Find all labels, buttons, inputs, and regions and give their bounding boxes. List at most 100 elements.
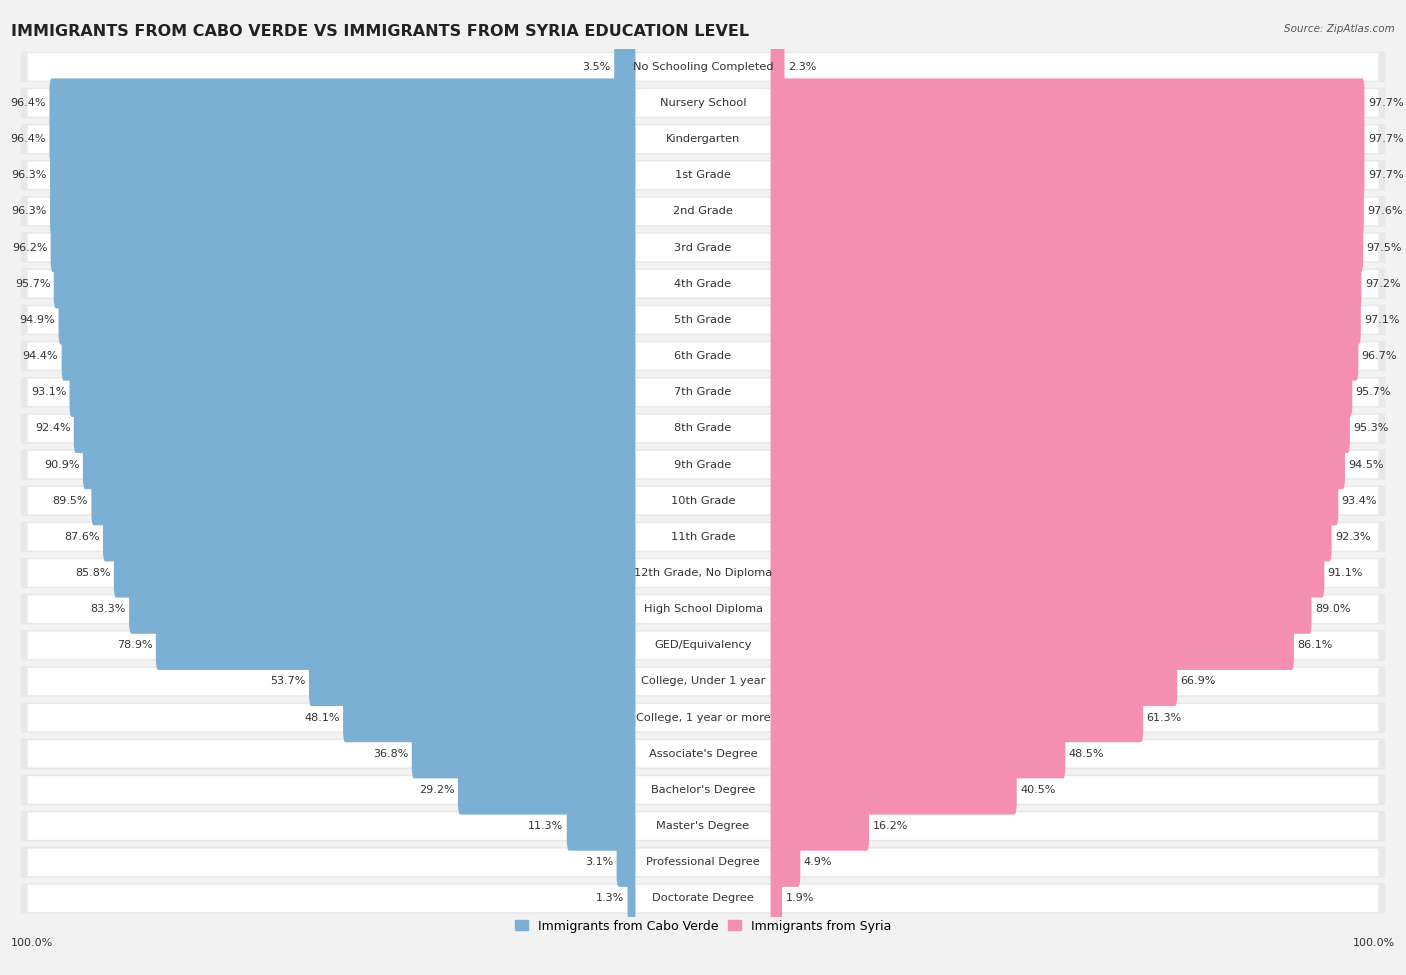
FancyBboxPatch shape bbox=[28, 306, 1378, 333]
FancyBboxPatch shape bbox=[28, 668, 1378, 695]
FancyBboxPatch shape bbox=[21, 413, 1385, 444]
Text: 9th Grade: 9th Grade bbox=[675, 459, 731, 470]
Text: 5th Grade: 5th Grade bbox=[675, 315, 731, 325]
Text: 97.7%: 97.7% bbox=[1368, 135, 1403, 144]
FancyBboxPatch shape bbox=[770, 368, 1353, 417]
FancyBboxPatch shape bbox=[103, 512, 636, 562]
FancyBboxPatch shape bbox=[53, 259, 636, 308]
FancyBboxPatch shape bbox=[770, 42, 785, 92]
FancyBboxPatch shape bbox=[21, 52, 1385, 82]
Text: 36.8%: 36.8% bbox=[373, 749, 408, 759]
FancyBboxPatch shape bbox=[770, 765, 1017, 814]
FancyBboxPatch shape bbox=[21, 666, 1385, 697]
FancyBboxPatch shape bbox=[21, 630, 1385, 660]
FancyBboxPatch shape bbox=[49, 78, 636, 128]
FancyBboxPatch shape bbox=[28, 450, 1378, 479]
FancyBboxPatch shape bbox=[28, 524, 1378, 551]
Text: 94.9%: 94.9% bbox=[20, 315, 55, 325]
Text: 93.1%: 93.1% bbox=[31, 387, 66, 397]
FancyBboxPatch shape bbox=[770, 332, 1358, 380]
Text: 95.7%: 95.7% bbox=[1355, 387, 1391, 397]
FancyBboxPatch shape bbox=[28, 812, 1378, 839]
FancyBboxPatch shape bbox=[28, 560, 1378, 587]
Text: 85.8%: 85.8% bbox=[75, 568, 111, 578]
Text: 96.3%: 96.3% bbox=[11, 171, 46, 180]
Text: 3.5%: 3.5% bbox=[582, 61, 610, 72]
FancyBboxPatch shape bbox=[28, 414, 1378, 442]
Text: 86.1%: 86.1% bbox=[1298, 641, 1333, 650]
FancyBboxPatch shape bbox=[21, 377, 1385, 408]
Text: 87.6%: 87.6% bbox=[65, 531, 100, 542]
FancyBboxPatch shape bbox=[62, 332, 636, 380]
FancyBboxPatch shape bbox=[28, 234, 1378, 261]
FancyBboxPatch shape bbox=[69, 368, 636, 417]
Text: 53.7%: 53.7% bbox=[270, 677, 305, 686]
Text: 8th Grade: 8th Grade bbox=[675, 423, 731, 434]
Text: 89.5%: 89.5% bbox=[52, 495, 89, 506]
Text: Doctorate Degree: Doctorate Degree bbox=[652, 893, 754, 904]
FancyBboxPatch shape bbox=[114, 548, 636, 598]
Text: 40.5%: 40.5% bbox=[1021, 785, 1056, 795]
Text: 94.4%: 94.4% bbox=[22, 351, 58, 361]
FancyBboxPatch shape bbox=[412, 729, 636, 778]
Text: 100.0%: 100.0% bbox=[11, 938, 53, 948]
FancyBboxPatch shape bbox=[156, 621, 636, 670]
FancyBboxPatch shape bbox=[129, 585, 636, 634]
Text: 93.4%: 93.4% bbox=[1341, 495, 1378, 506]
FancyBboxPatch shape bbox=[770, 693, 1143, 742]
FancyBboxPatch shape bbox=[458, 765, 636, 814]
FancyBboxPatch shape bbox=[28, 740, 1378, 767]
FancyBboxPatch shape bbox=[51, 187, 636, 236]
Text: 94.5%: 94.5% bbox=[1348, 459, 1384, 470]
FancyBboxPatch shape bbox=[21, 305, 1385, 335]
Text: High School Diploma: High School Diploma bbox=[644, 604, 762, 614]
FancyBboxPatch shape bbox=[83, 440, 636, 489]
Text: Nursery School: Nursery School bbox=[659, 98, 747, 108]
FancyBboxPatch shape bbox=[28, 126, 1378, 153]
FancyBboxPatch shape bbox=[28, 378, 1378, 406]
Text: 97.6%: 97.6% bbox=[1367, 207, 1403, 216]
FancyBboxPatch shape bbox=[770, 151, 1364, 200]
FancyBboxPatch shape bbox=[21, 268, 1385, 299]
FancyBboxPatch shape bbox=[21, 775, 1385, 805]
Text: 48.5%: 48.5% bbox=[1069, 749, 1104, 759]
Text: 95.7%: 95.7% bbox=[15, 279, 51, 289]
FancyBboxPatch shape bbox=[21, 486, 1385, 516]
FancyBboxPatch shape bbox=[21, 702, 1385, 733]
Text: 97.5%: 97.5% bbox=[1367, 243, 1402, 253]
Text: Master's Degree: Master's Degree bbox=[657, 821, 749, 831]
FancyBboxPatch shape bbox=[21, 883, 1385, 914]
FancyBboxPatch shape bbox=[343, 693, 636, 742]
FancyBboxPatch shape bbox=[28, 90, 1378, 117]
Text: No Schooling Completed: No Schooling Completed bbox=[633, 61, 773, 72]
FancyBboxPatch shape bbox=[770, 621, 1294, 670]
Text: 3.1%: 3.1% bbox=[585, 857, 613, 868]
FancyBboxPatch shape bbox=[21, 88, 1385, 118]
FancyBboxPatch shape bbox=[21, 449, 1385, 480]
Text: 97.1%: 97.1% bbox=[1364, 315, 1400, 325]
Text: 97.7%: 97.7% bbox=[1368, 98, 1403, 108]
FancyBboxPatch shape bbox=[28, 270, 1378, 297]
FancyBboxPatch shape bbox=[21, 124, 1385, 154]
FancyBboxPatch shape bbox=[21, 160, 1385, 190]
FancyBboxPatch shape bbox=[770, 838, 800, 887]
Text: 92.3%: 92.3% bbox=[1336, 531, 1371, 542]
Text: 97.2%: 97.2% bbox=[1365, 279, 1400, 289]
Text: Bachelor's Degree: Bachelor's Degree bbox=[651, 785, 755, 795]
Text: Associate's Degree: Associate's Degree bbox=[648, 749, 758, 759]
Text: 6th Grade: 6th Grade bbox=[675, 351, 731, 361]
Text: College, 1 year or more: College, 1 year or more bbox=[636, 713, 770, 722]
Text: 1.3%: 1.3% bbox=[596, 893, 624, 904]
FancyBboxPatch shape bbox=[770, 874, 782, 923]
FancyBboxPatch shape bbox=[28, 848, 1378, 876]
Text: 83.3%: 83.3% bbox=[90, 604, 125, 614]
Text: 97.7%: 97.7% bbox=[1368, 171, 1403, 180]
Text: College, Under 1 year: College, Under 1 year bbox=[641, 677, 765, 686]
FancyBboxPatch shape bbox=[28, 162, 1378, 189]
FancyBboxPatch shape bbox=[770, 295, 1361, 344]
Text: 96.3%: 96.3% bbox=[11, 207, 46, 216]
Text: 16.2%: 16.2% bbox=[872, 821, 908, 831]
Text: 78.9%: 78.9% bbox=[117, 641, 152, 650]
Text: 48.1%: 48.1% bbox=[304, 713, 340, 722]
FancyBboxPatch shape bbox=[28, 487, 1378, 515]
